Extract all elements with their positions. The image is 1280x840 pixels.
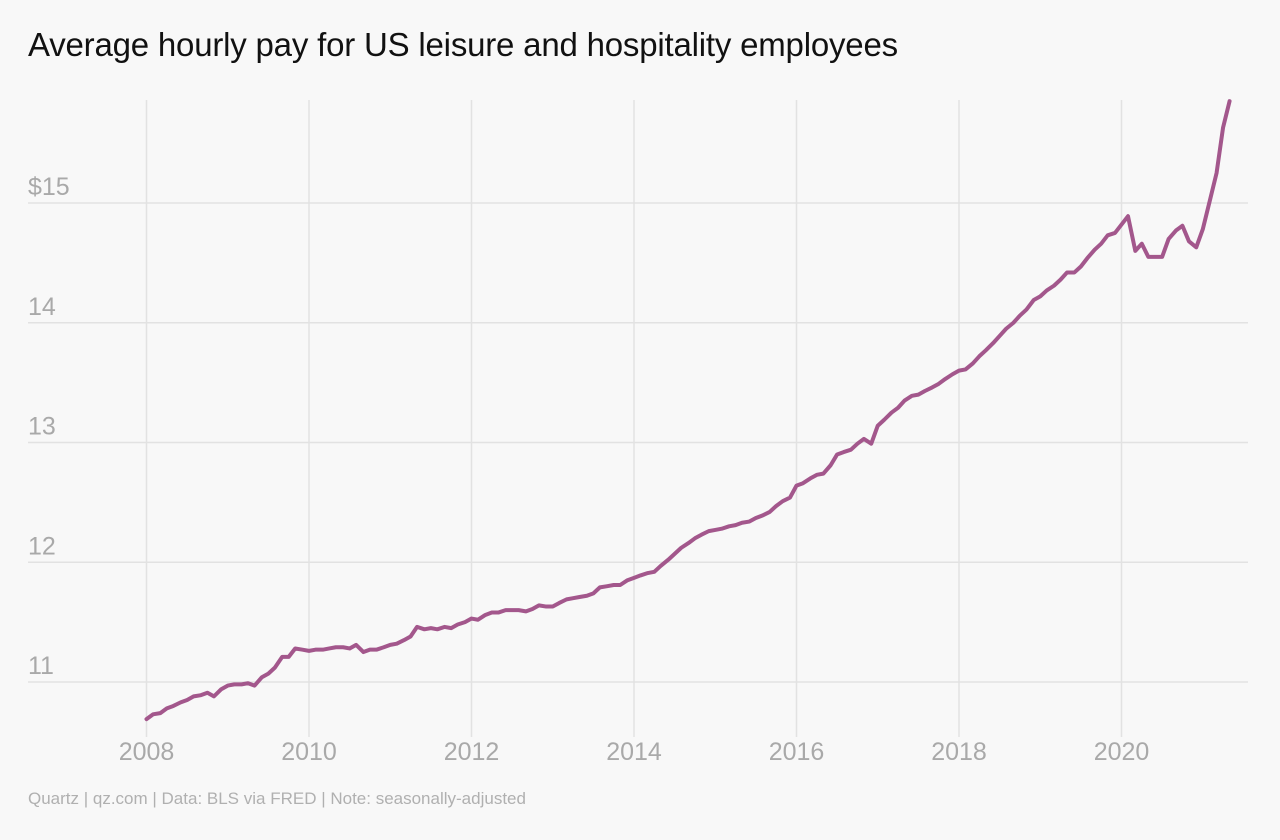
x-gridlines xyxy=(145,100,1123,737)
y-gridlines xyxy=(28,202,1248,683)
x-tick-label: 2014 xyxy=(606,738,662,766)
x-tick-label: 2020 xyxy=(1094,738,1150,766)
chart-title: Average hourly pay for US leisure and ho… xyxy=(28,26,898,63)
y-tick-label: 12 xyxy=(28,532,56,560)
series-group xyxy=(144,99,1232,722)
x-tick-label: 2008 xyxy=(119,738,175,766)
y-axis-tick-labels: 11 12 13 14 $15 xyxy=(28,173,70,680)
x-tick-label: 2018 xyxy=(931,738,987,766)
x-axis-tick-labels: 2008 2010 2012 2014 2016 2018 2020 xyxy=(119,738,1150,766)
x-tick-label: 2016 xyxy=(769,738,825,766)
x-tick-label: 2010 xyxy=(281,738,337,766)
y-tick-label: 14 xyxy=(28,293,56,321)
y-tick-label: $15 xyxy=(28,173,70,201)
x-tick-label: 2012 xyxy=(444,738,500,766)
series-line-0 xyxy=(144,99,1232,722)
source-note: Quartz | qz.com | Data: BLS via FRED | N… xyxy=(28,789,526,808)
y-tick-label: 11 xyxy=(28,652,54,680)
y-tick-label: 13 xyxy=(28,413,56,441)
